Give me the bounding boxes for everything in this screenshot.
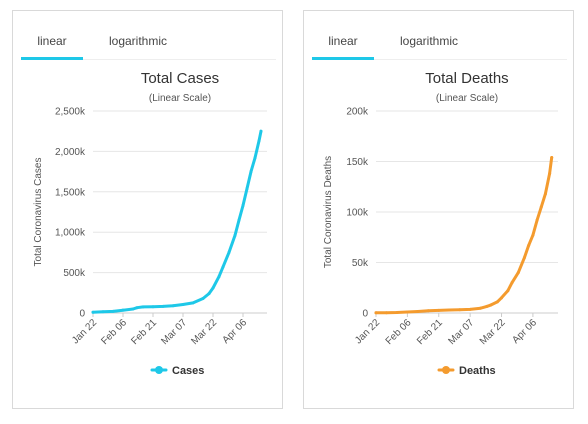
- y-tick-label: 2,500k: [55, 107, 86, 118]
- data-point: [523, 255, 527, 259]
- data-point: [233, 233, 237, 237]
- data-point: [245, 187, 249, 191]
- data-point: [506, 289, 510, 293]
- x-tick-label: Jan 22: [70, 317, 99, 346]
- y-tick-label: 200k: [346, 107, 369, 118]
- data-point: [257, 139, 261, 143]
- data-point: [207, 292, 211, 296]
- x-tick-label: Mar 22: [478, 317, 508, 347]
- y-tick-label: 150k: [346, 157, 369, 168]
- data-point: [253, 156, 257, 160]
- data-point: [131, 307, 135, 311]
- data-point: [384, 311, 388, 315]
- data-point: [227, 250, 231, 254]
- data-point: [374, 311, 378, 315]
- deaths-chart-panel: linear logarithmic Total Deaths (Linear S…: [303, 10, 574, 409]
- data-point: [548, 172, 552, 176]
- scale-tabs: linear logarithmic: [312, 21, 567, 60]
- cases-chart: Total Cases (Linear Scale) 0 500k 1,000k 1,50…: [33, 70, 267, 377]
- data-point: [416, 309, 420, 313]
- data-point: [201, 296, 205, 300]
- series-line-deaths: [374, 156, 554, 315]
- chart-subtitle: (Linear Scale): [436, 93, 498, 104]
- legend-label: Cases: [172, 365, 204, 377]
- data-point: [426, 309, 430, 313]
- data-point: [510, 281, 514, 285]
- chart-title: Total Cases: [141, 70, 219, 87]
- data-point: [237, 218, 241, 222]
- x-tick-label: Apr 06: [221, 317, 250, 346]
- deaths-chart: Total Deaths (Linear Scale) 0 50k 100k 150k 20…: [323, 70, 558, 377]
- data-point: [447, 308, 451, 312]
- data-point: [111, 309, 115, 313]
- data-point: [437, 308, 441, 312]
- data-point: [211, 286, 215, 290]
- data-point: [217, 275, 221, 279]
- legend-label: Deaths: [459, 365, 496, 377]
- y-tick-label: 1,000k: [55, 228, 86, 239]
- tab-linear[interactable]: linear: [312, 21, 374, 60]
- y-axis-label: Total Coronavirus Deaths: [323, 156, 334, 268]
- data-point: [395, 310, 399, 314]
- tab-linear[interactable]: linear: [21, 21, 83, 60]
- x-tick-label: Mar 07: [446, 317, 476, 347]
- legend-marker: [442, 366, 450, 374]
- data-point: [135, 306, 139, 310]
- tab-logarithmic[interactable]: logarithmic: [399, 34, 459, 48]
- x-tick-label: Feb 21: [129, 317, 159, 347]
- data-point: [531, 233, 535, 237]
- x-tick-label: Mar 07: [159, 317, 189, 347]
- y-tick-label: 50k: [352, 258, 369, 269]
- data-point: [259, 129, 263, 133]
- data-point: [485, 304, 489, 308]
- cases-chart-panel: linear logarithmic Total Cases (Linear Sc…: [12, 10, 283, 409]
- data-point: [171, 304, 175, 308]
- y-tick-label: 500k: [63, 268, 86, 279]
- y-tick-label: 2,000k: [55, 147, 86, 158]
- data-point: [550, 155, 554, 159]
- data-point: [539, 205, 543, 209]
- chart-title: Total Deaths: [425, 70, 508, 87]
- data-point: [535, 218, 539, 222]
- data-point: [458, 308, 462, 312]
- data-point: [121, 308, 125, 312]
- data-point: [191, 301, 195, 305]
- data-point: [161, 304, 165, 308]
- x-tick-label: Mar 22: [189, 317, 219, 347]
- data-point: [495, 300, 499, 304]
- y-axis-label: Total Coronavirus Cases: [33, 158, 44, 267]
- data-point: [141, 305, 145, 309]
- data-point: [527, 243, 531, 247]
- data-point: [500, 296, 504, 300]
- data-point: [241, 204, 245, 208]
- data-point: [468, 307, 472, 311]
- chart-subtitle: (Linear Scale): [149, 93, 211, 104]
- x-tick-label: Feb 06: [99, 317, 129, 347]
- data-point: [151, 305, 155, 309]
- data-point: [489, 303, 493, 307]
- x-tick-label: Feb 06: [384, 317, 414, 347]
- y-tick-label: 0: [362, 309, 368, 320]
- series-line-cases: [91, 129, 263, 314]
- data-point: [516, 271, 520, 275]
- y-tick-label: 100k: [346, 208, 369, 219]
- data-point: [249, 170, 253, 174]
- data-point: [181, 303, 185, 307]
- y-tick-label: 1,500k: [55, 187, 86, 198]
- data-point: [405, 310, 409, 314]
- data-point: [101, 310, 105, 314]
- data-point: [479, 306, 483, 310]
- x-tick-label: Jan 22: [353, 317, 382, 346]
- data-point: [543, 192, 547, 196]
- x-tick-label: Apr 06: [510, 317, 539, 346]
- data-point: [221, 265, 225, 269]
- legend-marker: [155, 366, 163, 374]
- data-point: [91, 310, 95, 314]
- y-tick-label: 0: [79, 309, 85, 320]
- scale-tabs: linear logarithmic: [21, 21, 276, 60]
- tab-logarithmic[interactable]: logarithmic: [108, 34, 168, 48]
- x-tick-label: Feb 21: [415, 317, 445, 347]
